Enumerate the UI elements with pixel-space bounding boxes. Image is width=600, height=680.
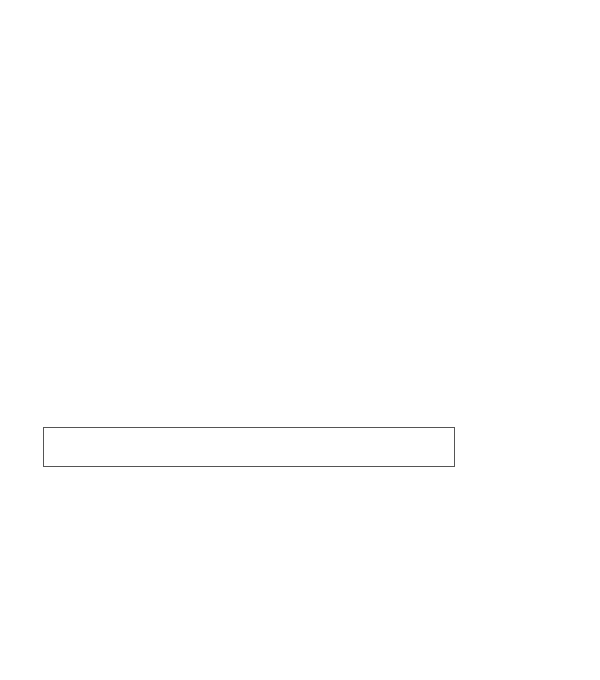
hpi-line-swatch: [50, 454, 88, 457]
price-line-swatch: [50, 438, 88, 441]
price-history-chart: [0, 0, 600, 414]
legend-row-price: [50, 438, 448, 441]
legend-row-hpi: [50, 454, 448, 457]
chart-legend: [43, 427, 455, 467]
